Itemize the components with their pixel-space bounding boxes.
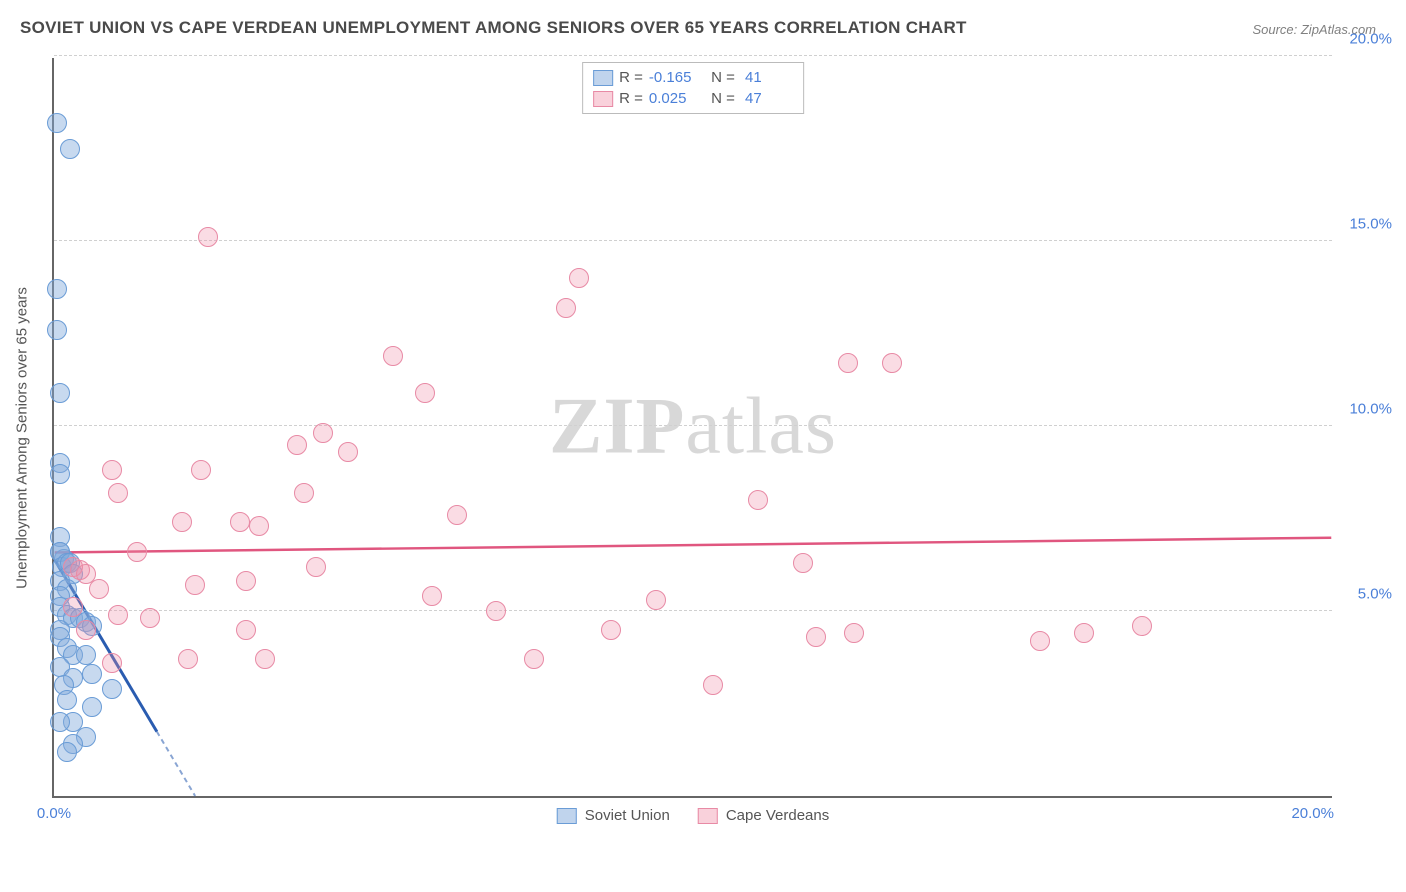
data-point [601, 620, 621, 640]
r-label: R = [619, 69, 643, 86]
data-point [50, 464, 70, 484]
legend-swatch [593, 91, 613, 107]
data-point [47, 279, 67, 299]
n-label: N = [707, 69, 735, 86]
y-tick-label: 15.0% [1349, 216, 1392, 233]
y-tick-label: 5.0% [1358, 586, 1392, 603]
data-point [569, 268, 589, 288]
y-tick-label: 10.0% [1349, 401, 1392, 418]
stats-row: R = 0.025 N = 47 [593, 88, 793, 109]
data-point [806, 627, 826, 647]
legend-item: Cape Verdeans [698, 807, 829, 824]
data-point [844, 623, 864, 643]
data-point [882, 353, 902, 373]
r-value: -0.165 [649, 69, 701, 86]
gridline [54, 55, 1332, 56]
data-point [249, 516, 269, 536]
data-point [1074, 623, 1094, 643]
data-point [793, 553, 813, 573]
legend-item: Soviet Union [557, 807, 670, 824]
data-point [76, 645, 96, 665]
data-point [1030, 631, 1050, 651]
y-axis-label: Unemployment Among Seniors over 65 years [14, 287, 31, 589]
data-point [102, 653, 122, 673]
data-point [191, 460, 211, 480]
y-tick-label: 20.0% [1349, 31, 1392, 48]
data-point [838, 353, 858, 373]
gridline [54, 610, 1332, 611]
data-point [447, 505, 467, 525]
data-point [60, 139, 80, 159]
data-point [63, 597, 83, 617]
data-point [236, 620, 256, 640]
chart-title: SOVIET UNION VS CAPE VERDEAN UNEMPLOYMEN… [20, 18, 967, 38]
data-point [102, 679, 122, 699]
trend-lines [54, 58, 1332, 796]
stats-legend: R = -0.165 N = 41 R = 0.025 N = 47 [582, 62, 804, 114]
n-value: 47 [741, 90, 793, 107]
data-point [50, 712, 70, 732]
n-label: N = [707, 90, 735, 107]
legend-swatch [593, 70, 613, 86]
data-point [82, 664, 102, 684]
data-point [89, 579, 109, 599]
legend-label: Cape Verdeans [726, 807, 829, 824]
data-point [383, 346, 403, 366]
data-point [102, 460, 122, 480]
stats-row: R = -0.165 N = 41 [593, 67, 793, 88]
gridline [54, 240, 1332, 241]
legend-swatch [698, 808, 718, 824]
data-point [76, 620, 96, 640]
data-point [127, 542, 147, 562]
data-point [108, 605, 128, 625]
data-point [47, 113, 67, 133]
data-point [422, 586, 442, 606]
data-point [556, 298, 576, 318]
data-point [1132, 616, 1152, 636]
data-point [294, 483, 314, 503]
data-point [338, 442, 358, 462]
data-point [82, 697, 102, 717]
data-point [172, 512, 192, 532]
x-tick-label: 0.0% [37, 805, 71, 822]
data-point [47, 320, 67, 340]
data-point [198, 227, 218, 247]
data-point [236, 571, 256, 591]
data-point [57, 690, 77, 710]
data-point [140, 608, 160, 628]
legend-label: Soviet Union [585, 807, 670, 824]
x-tick-label: 20.0% [1291, 805, 1334, 822]
series-legend: Soviet Union Cape Verdeans [557, 807, 829, 824]
data-point [287, 435, 307, 455]
data-point [185, 575, 205, 595]
legend-swatch [557, 808, 577, 824]
data-point [230, 512, 250, 532]
data-point [415, 383, 435, 403]
data-point [50, 383, 70, 403]
data-point [524, 649, 544, 669]
data-point [57, 742, 77, 762]
r-value: 0.025 [649, 90, 701, 107]
data-point [178, 649, 198, 669]
plot-region: ZIPatlas R =-0.165 N = 41R =0.025 N = 47… [52, 58, 1332, 798]
data-point [646, 590, 666, 610]
r-label: R = [619, 90, 643, 107]
data-point [313, 423, 333, 443]
data-point [748, 490, 768, 510]
gridline [54, 425, 1332, 426]
chart-area: Unemployment Among Seniors over 65 years… [52, 58, 1332, 818]
data-point [255, 649, 275, 669]
data-point [306, 557, 326, 577]
data-point [108, 483, 128, 503]
data-point [486, 601, 506, 621]
data-point [703, 675, 723, 695]
n-value: 41 [741, 69, 793, 86]
